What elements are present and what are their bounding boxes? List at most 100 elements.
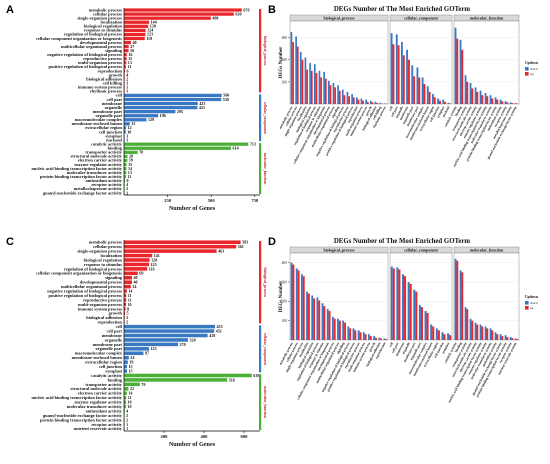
bar-up bbox=[449, 103, 452, 104]
bar-up bbox=[413, 76, 416, 104]
bar-down bbox=[321, 303, 324, 340]
bar-up bbox=[392, 268, 395, 340]
bar bbox=[124, 360, 128, 364]
chart-panel-c: metabolic process 583 cellular process 561 s… bbox=[14, 234, 270, 462]
legend-title: Updown bbox=[525, 295, 538, 299]
bar-down bbox=[313, 64, 316, 104]
category-label: binding bbox=[454, 341, 463, 353]
category-label: membrane bbox=[399, 105, 410, 121]
bar-down bbox=[413, 289, 416, 340]
value-label: 2 bbox=[126, 417, 128, 422]
value-label: 119 bbox=[146, 36, 152, 41]
bar-down bbox=[299, 51, 302, 104]
bar bbox=[124, 342, 178, 347]
term-label: structural molecule activity bbox=[71, 154, 123, 159]
group-label: biological_process bbox=[263, 36, 267, 66]
term-label: biological regulation bbox=[84, 24, 123, 29]
group-strip bbox=[259, 374, 262, 430]
term-label: binding bbox=[108, 146, 123, 151]
bar bbox=[124, 171, 127, 175]
bar-up bbox=[486, 328, 489, 340]
bar-down bbox=[494, 97, 497, 104]
bar-up bbox=[369, 336, 372, 340]
term-label: multi-organism process bbox=[78, 302, 122, 307]
bar-down bbox=[395, 34, 398, 104]
bar-down bbox=[454, 258, 457, 340]
bar bbox=[124, 154, 128, 159]
term-label: extracellular region bbox=[85, 360, 122, 365]
legend-item: up bbox=[530, 306, 534, 310]
value-label: 33 bbox=[131, 121, 135, 126]
bar-down bbox=[357, 330, 360, 340]
bar-up bbox=[352, 97, 355, 104]
bar-up bbox=[376, 102, 378, 104]
bar bbox=[124, 97, 222, 102]
bar-up bbox=[433, 97, 436, 104]
bar bbox=[124, 175, 126, 179]
bar-down bbox=[383, 103, 386, 104]
term-label: molecular transducer activity bbox=[67, 170, 123, 175]
value-label: 19 bbox=[129, 158, 133, 163]
term-label: cell junction bbox=[99, 364, 123, 369]
term-label: developmental process bbox=[80, 280, 123, 285]
value-label: 1 bbox=[126, 190, 128, 195]
bar-up bbox=[476, 324, 479, 340]
bar-up bbox=[408, 59, 410, 104]
chart-panel-b: DEGs Number of The Most Enriched GOTerm D… bbox=[276, 2, 548, 228]
term-label: structural molecule activity bbox=[71, 386, 123, 391]
go-horizontal-bar-chart-c: metabolic process 583 cellular process 561 s… bbox=[31, 240, 267, 448]
bar-up bbox=[426, 312, 429, 340]
bar-up bbox=[364, 334, 367, 340]
y-tick-label: 400 bbox=[282, 261, 288, 265]
bar-down bbox=[379, 102, 381, 104]
bar-up bbox=[398, 269, 401, 340]
term-label: cell killing bbox=[103, 81, 123, 86]
bar-down bbox=[464, 307, 467, 340]
bar-up bbox=[349, 328, 352, 340]
bar bbox=[124, 329, 215, 333]
value-label: 20 bbox=[129, 154, 133, 159]
value-label: 516 bbox=[229, 377, 235, 382]
bar-up bbox=[397, 45, 400, 104]
value-label: 6 bbox=[127, 178, 129, 183]
legend-item: up bbox=[530, 72, 534, 76]
value-label: 14 bbox=[128, 166, 132, 171]
bar-down bbox=[464, 75, 467, 104]
bar bbox=[124, 289, 127, 293]
legend-item: down bbox=[530, 67, 538, 71]
bar bbox=[124, 20, 150, 24]
bar-up bbox=[432, 326, 435, 340]
term-label: single-organism process bbox=[77, 15, 122, 20]
value-label: 10 bbox=[128, 404, 132, 409]
value-label: 463 bbox=[218, 249, 224, 254]
term-label: symplast bbox=[105, 368, 122, 373]
panel-letter-c: C bbox=[6, 236, 14, 248]
bar-up bbox=[380, 103, 383, 104]
bar-down bbox=[378, 337, 381, 340]
x-tick-label: 250 bbox=[164, 198, 172, 203]
term-label: positive regulation of biological proces… bbox=[48, 64, 122, 69]
facet-label: biological_process bbox=[323, 248, 354, 253]
term-label: receptor activity bbox=[91, 182, 122, 187]
bar-up bbox=[476, 91, 479, 104]
bar-down bbox=[494, 332, 497, 340]
category-label: signaling bbox=[336, 341, 346, 354]
x-tick-label: 200 bbox=[161, 434, 169, 439]
value-label: 40 bbox=[132, 40, 136, 45]
term-label: response to stimulus bbox=[84, 262, 122, 267]
bar-up bbox=[444, 101, 447, 104]
value-label: 4 bbox=[126, 182, 128, 187]
value-label: 8 bbox=[127, 306, 129, 311]
bar bbox=[124, 166, 127, 171]
bar-down bbox=[327, 80, 330, 104]
term-label: nucleic acid binding transcription facto… bbox=[31, 395, 122, 400]
bar bbox=[124, 387, 129, 391]
x-axis-title: Number of Genes bbox=[169, 441, 216, 448]
term-label: enzyme regulator activity bbox=[74, 400, 122, 405]
value-label: 123 bbox=[147, 32, 153, 37]
value-label: 11 bbox=[128, 297, 132, 302]
bar bbox=[124, 262, 149, 267]
bar-down bbox=[295, 268, 298, 340]
bar-down bbox=[323, 71, 325, 104]
bar-down bbox=[441, 332, 444, 340]
